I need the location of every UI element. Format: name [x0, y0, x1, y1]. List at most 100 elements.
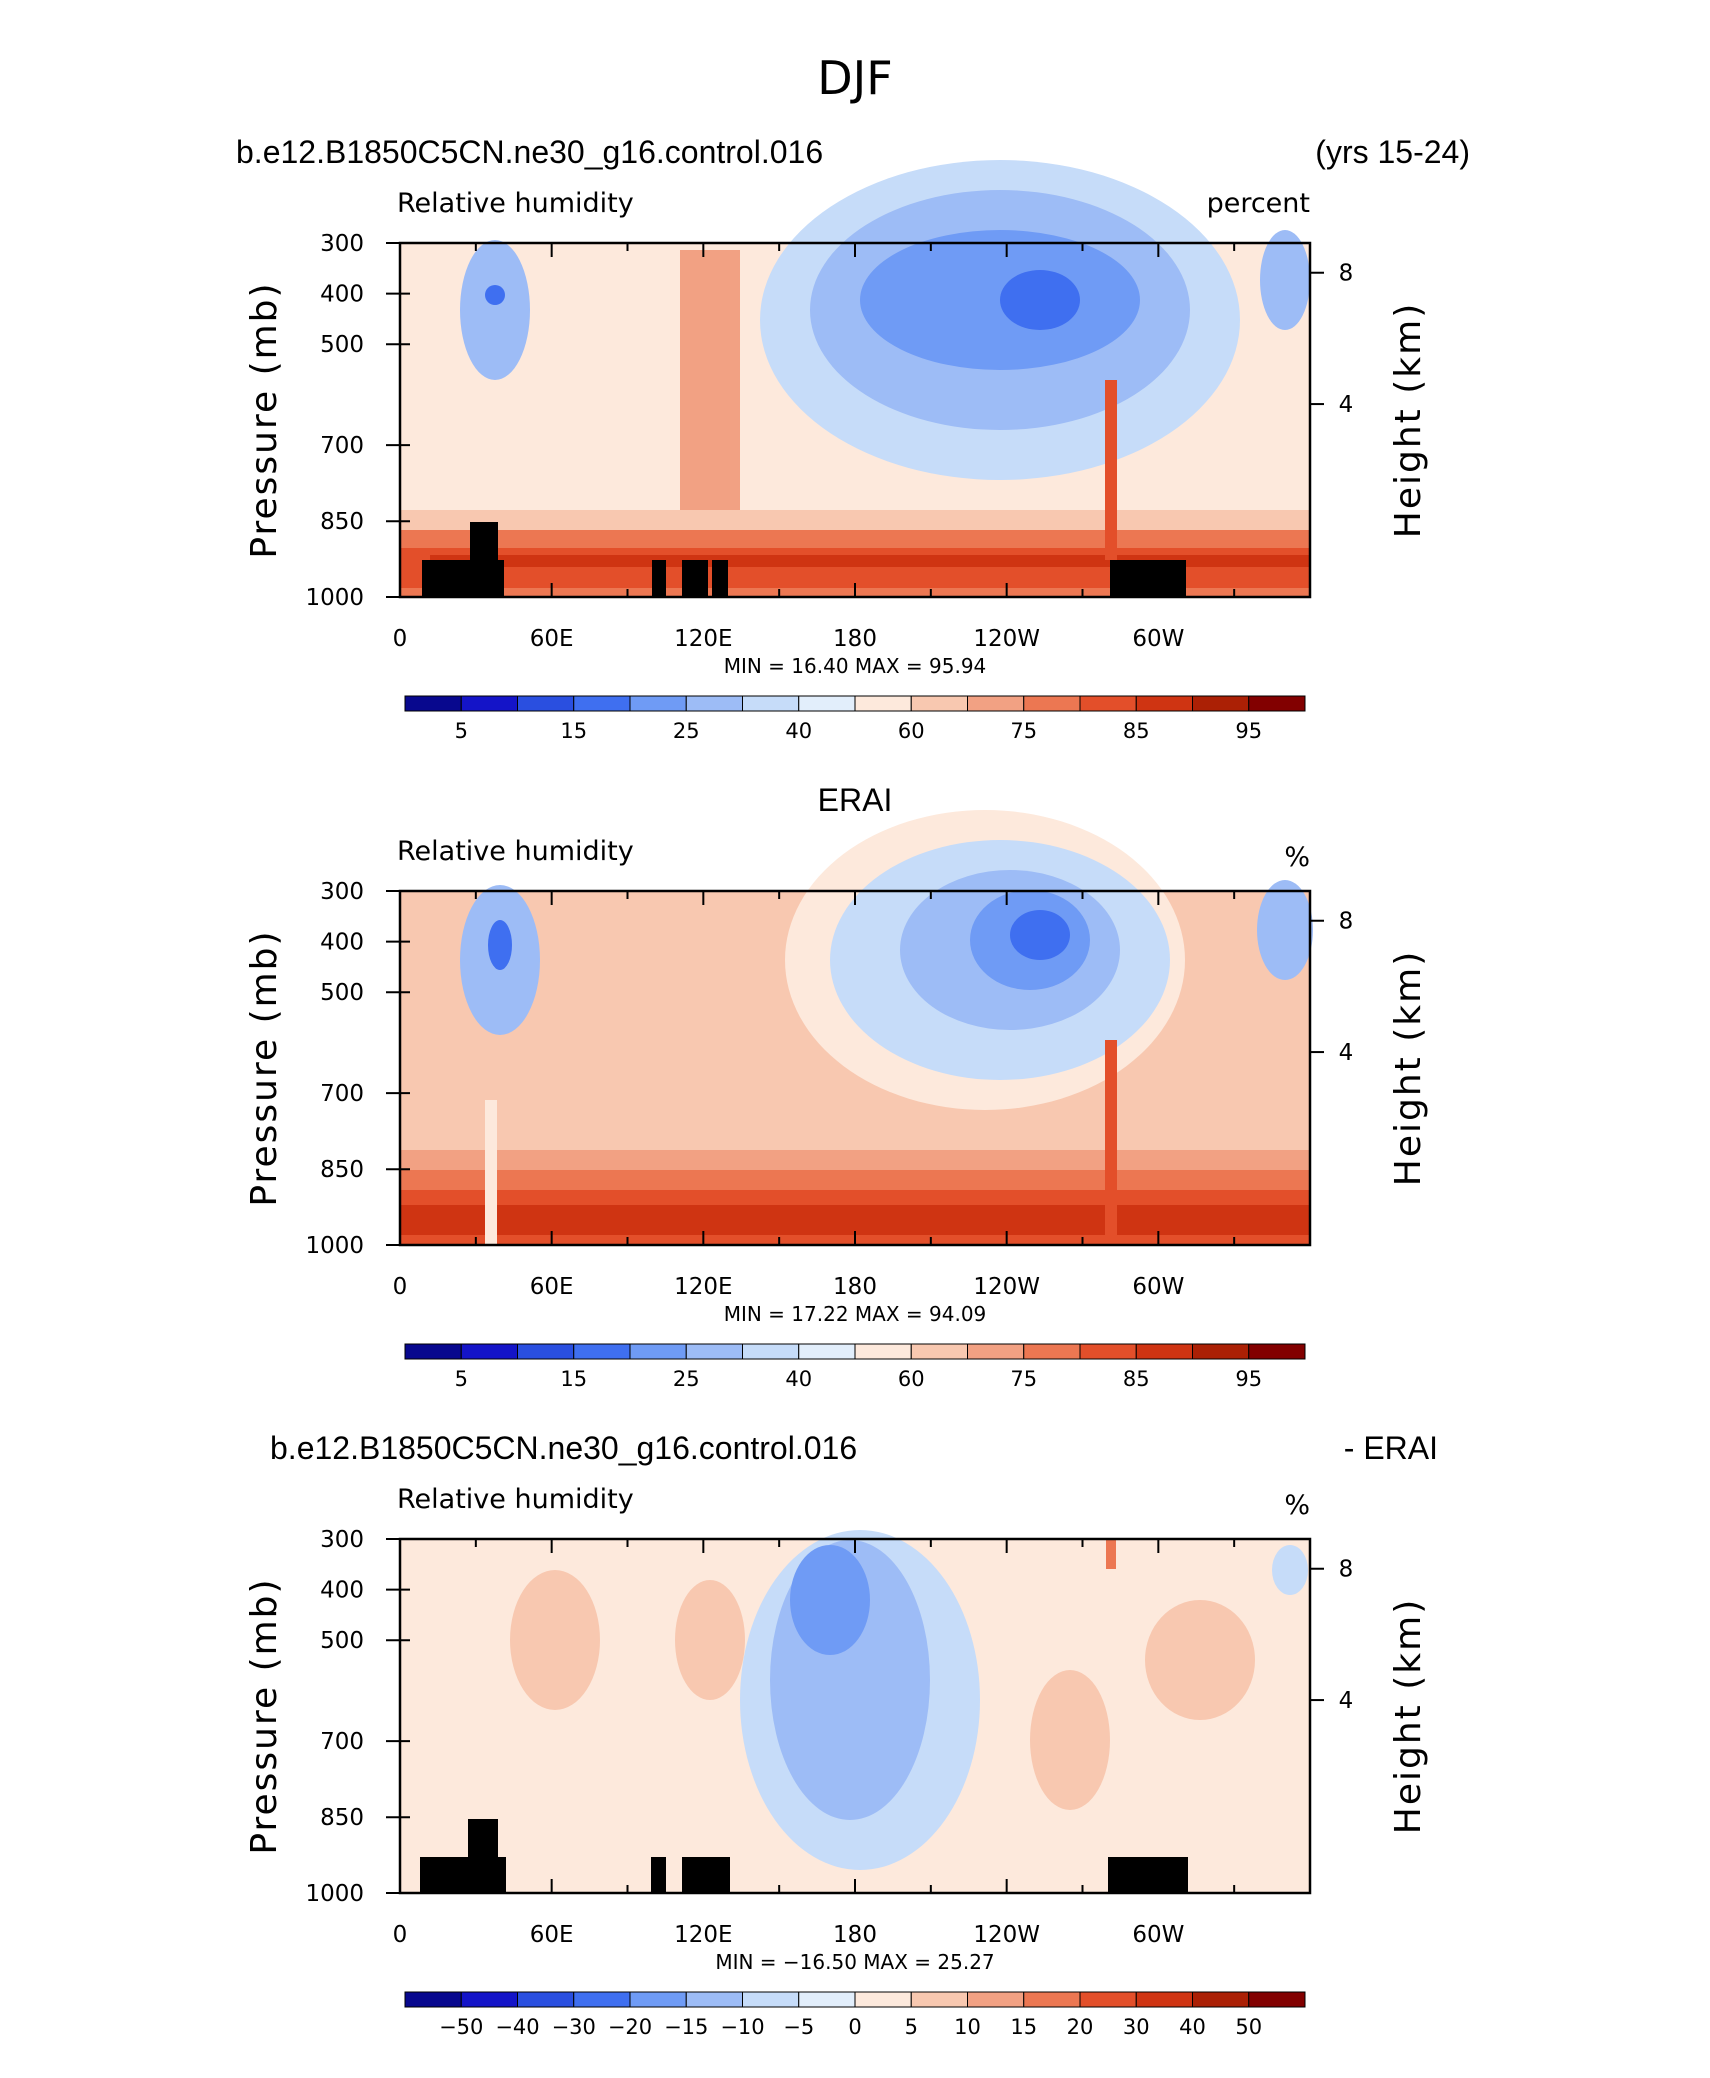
topography-mask [1108, 1857, 1188, 1893]
colorbar-box [629, 1991, 687, 2008]
panel-title-center: ERAI [818, 782, 893, 818]
x-tick-label: 120E [674, 1274, 732, 1300]
y-tick-label: 500 [320, 1628, 364, 1654]
topography-mask [682, 1857, 730, 1893]
minmax-label: MIN = 17.22 MAX = 94.09 [724, 1302, 987, 1326]
colorbar-label: 5 [455, 719, 468, 743]
colorbar-box [404, 695, 462, 712]
topography-mask [1110, 560, 1186, 597]
panel-difference: b.e12.B1850C5CN.ne30_g16.control.016 - E… [244, 1430, 1438, 2039]
colorbar-box [1023, 1343, 1081, 1360]
colorbar-box [910, 1343, 968, 1360]
colorbar-box [967, 1343, 1025, 1360]
colorbar-box [742, 1991, 800, 2008]
contour-region [1030, 1670, 1110, 1810]
colorbar-label: 5 [905, 2015, 918, 2039]
y-tick-label: 1000 [305, 585, 364, 611]
colorbar-box [517, 1343, 575, 1360]
contour-region [1106, 1539, 1116, 1569]
colorbar-box [1135, 1343, 1193, 1360]
contour-region [510, 1570, 600, 1710]
topography-mask [712, 560, 728, 597]
panel-title-right: - ERAI [1344, 1430, 1438, 1466]
contour-field [400, 1530, 1310, 1893]
minmax-label: MIN = −16.50 MAX = 25.27 [715, 1950, 994, 1974]
colorbar-label: 15 [1010, 2015, 1037, 2039]
colorbar-box [967, 1991, 1025, 2008]
y-axis-title: Pressure (mb) [244, 1577, 285, 1854]
colorbar-box [967, 695, 1025, 712]
x-tick-label: 120W [973, 1922, 1040, 1948]
colorbar-box [517, 1991, 575, 2008]
contour-region [460, 240, 530, 380]
contour-region [485, 285, 505, 305]
y-tick-label: 850 [320, 1805, 364, 1831]
y-tick-label: 400 [320, 1578, 364, 1604]
colorbar-box [854, 1991, 912, 2008]
colorbar-label: 5 [455, 1367, 468, 1391]
x-tick-label: 180 [833, 1922, 877, 1948]
colorbar-label: 15 [560, 1367, 587, 1391]
topography-mask [651, 1857, 666, 1893]
figure-title: DJF [817, 51, 892, 105]
colorbar-box [1192, 695, 1250, 712]
topography-mask [422, 560, 504, 597]
contour-region [1010, 910, 1070, 960]
colorbar-box [1023, 695, 1081, 712]
right-tick-label: 4 [1339, 1688, 1354, 1714]
x-tick-label: 0 [393, 1274, 408, 1300]
colorbar-label: 95 [1235, 1367, 1262, 1391]
y-tick-label: 500 [320, 332, 364, 358]
colorbar-box [460, 695, 518, 712]
topography-mask [652, 560, 666, 597]
topography-mask [470, 522, 498, 560]
colorbar-box [854, 1343, 912, 1360]
panel-model: b.e12.B1850C5CN.ne30_g16.control.016 (yr… [236, 134, 1470, 743]
colorbar-box [1192, 1343, 1250, 1360]
right-tick-label: 8 [1339, 261, 1354, 287]
units-label: percent [1207, 188, 1310, 219]
colorbar-label: 85 [1123, 719, 1150, 743]
colorbar-box [798, 1343, 856, 1360]
colorbar-label: 40 [785, 1367, 812, 1391]
axes: 0 60E 120E 180 120W 60W 300 400 500 700 850 1000 8 4 [305, 231, 1353, 652]
colorbar-box [404, 1343, 462, 1360]
colorbar-label: −5 [783, 2015, 814, 2039]
colorbar-label: 95 [1235, 719, 1262, 743]
colorbar-box [1135, 695, 1193, 712]
contour-region [1257, 880, 1313, 980]
colorbar-box [854, 695, 912, 712]
colorbar-label: 60 [898, 719, 925, 743]
colorbar-label: −30 [552, 2015, 596, 2039]
colorbar-label: 25 [673, 719, 700, 743]
panel-title-right: (yrs 15-24) [1315, 134, 1470, 170]
colorbar-box [685, 695, 743, 712]
colorbar-label: 15 [560, 719, 587, 743]
x-tick-label: 120E [674, 1922, 732, 1948]
colorbar-label: 60 [898, 1367, 925, 1391]
y-tick-label: 400 [320, 282, 364, 308]
colorbar-label: −10 [720, 2015, 764, 2039]
colorbar-box [685, 1343, 743, 1360]
topography-mask [468, 1819, 498, 1857]
colorbar-label: −40 [495, 2015, 539, 2039]
colorbar-box [685, 1991, 743, 2008]
x-tick-label: 60W [1132, 626, 1184, 652]
colorbar-box [573, 1991, 631, 2008]
contour-region [675, 1580, 745, 1700]
colorbar-box [1248, 1343, 1306, 1360]
right-tick-label: 8 [1339, 1557, 1354, 1583]
colorbar: 5 15 25 40 60 75 85 95 [404, 1343, 1306, 1391]
contour-region [488, 920, 512, 970]
y-tick-label: 1000 [305, 1881, 364, 1907]
y-tick-label: 700 [320, 1729, 364, 1755]
x-tick-label: 180 [833, 626, 877, 652]
colorbar-box [1023, 1991, 1081, 2008]
colorbar-label: 0 [848, 2015, 861, 2039]
colorbar-box [629, 695, 687, 712]
colorbar-label: 30 [1123, 2015, 1150, 2039]
contour-region [1272, 1545, 1308, 1595]
contour-field [400, 160, 1310, 597]
